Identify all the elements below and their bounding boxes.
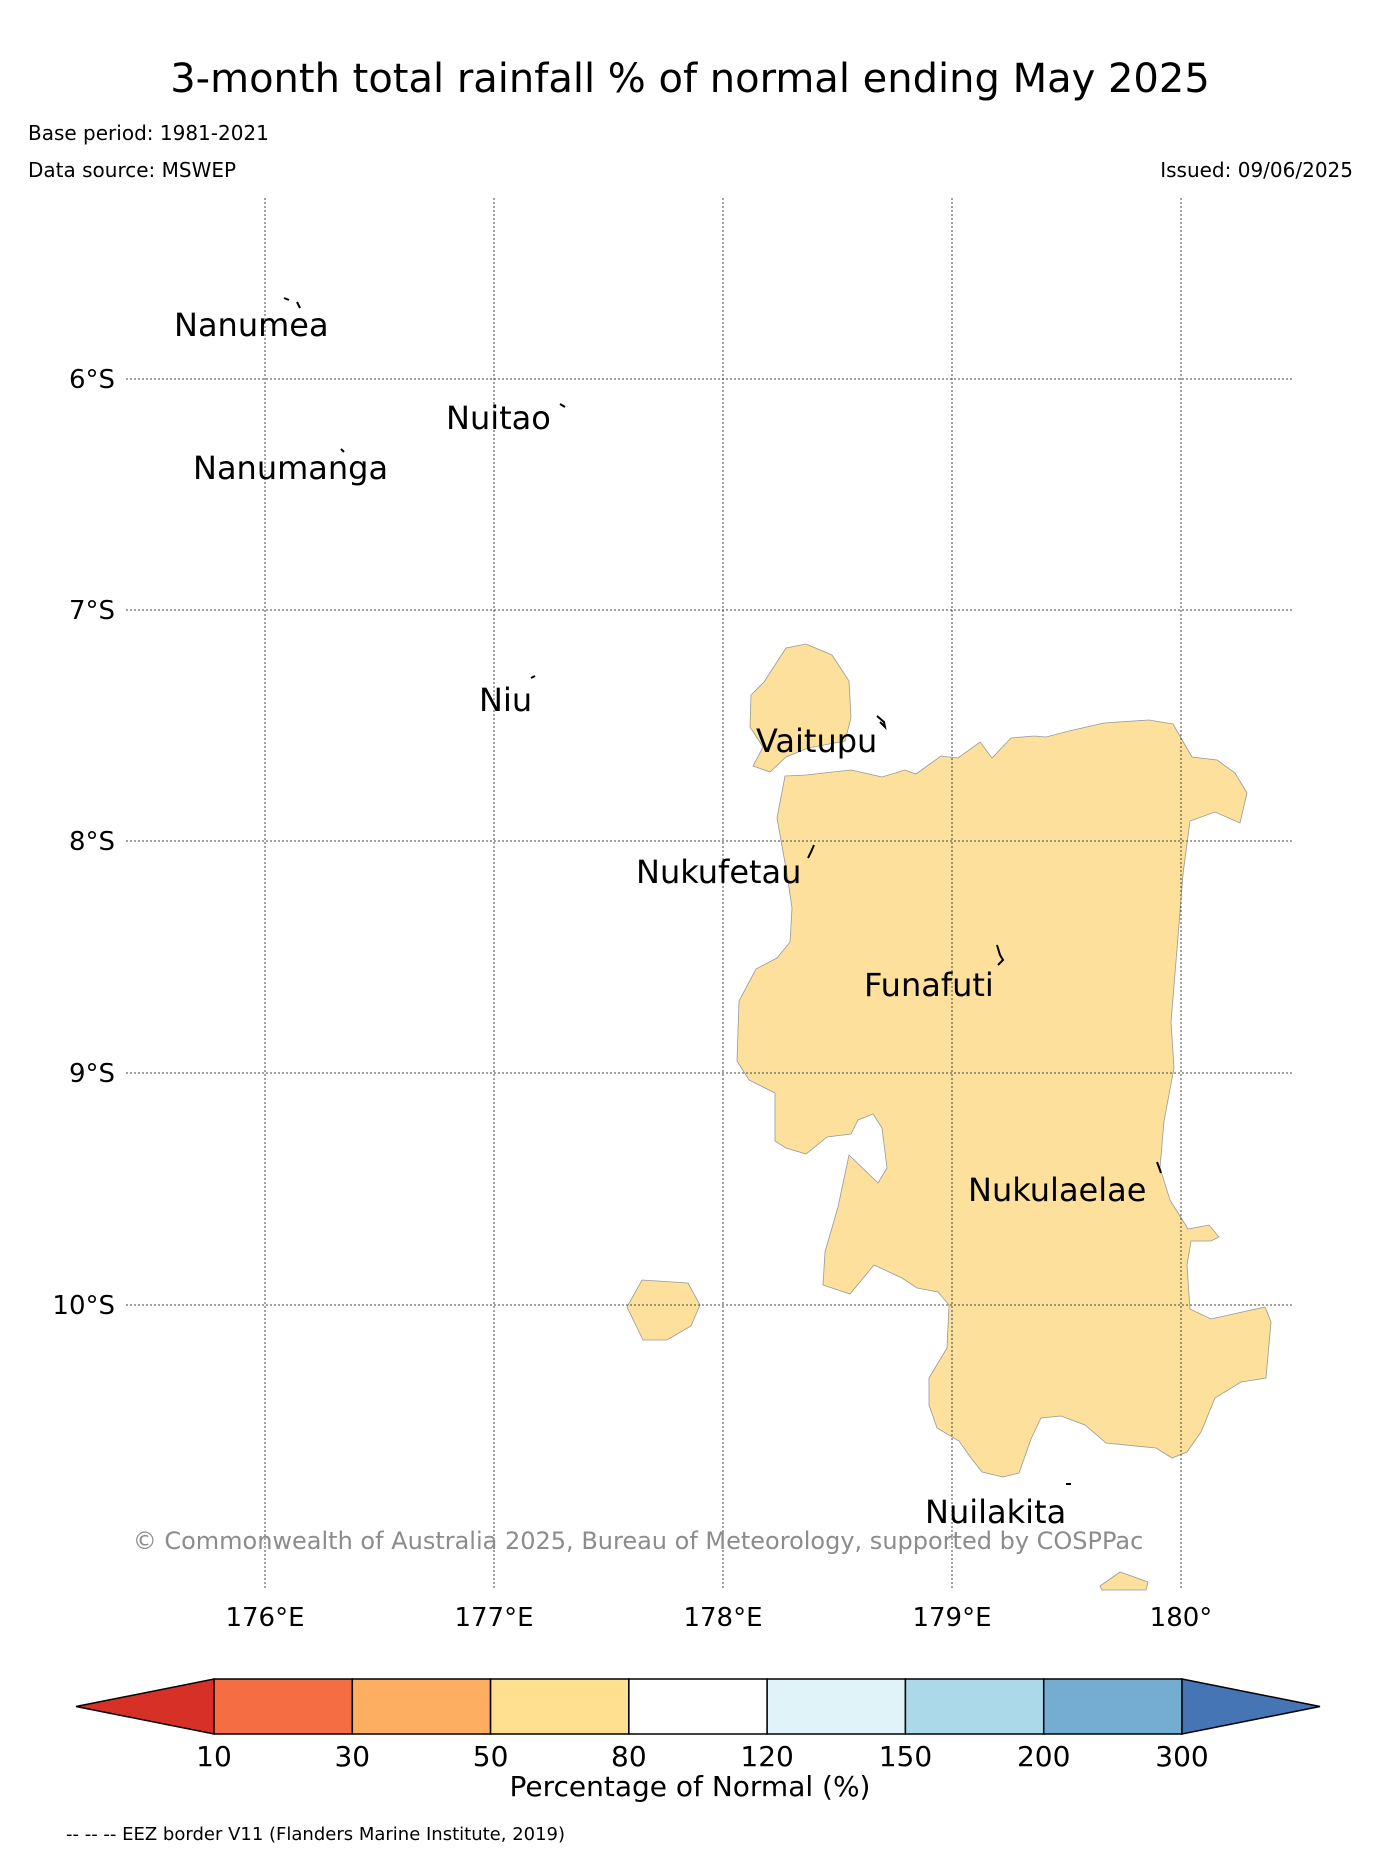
- label-funafuti: Funafuti: [864, 966, 994, 1004]
- island-shape-nukulaelae: [1156, 1161, 1162, 1174]
- label-nuilakita: Nuilakita: [925, 1493, 1066, 1531]
- label-nanumea: Nanumea: [174, 306, 329, 344]
- rainfall-shading: [626, 643, 1272, 1591]
- colorbar-tick-label: 150: [879, 1740, 932, 1773]
- issued-date: Issued: 09/06/2025: [1160, 158, 1353, 182]
- rainfall-region-southwest: [626, 1279, 701, 1341]
- island-shape-niu: [530, 675, 536, 679]
- lon-tick-177: 177°E: [454, 1603, 533, 1633]
- island-shape-nanumea: [283, 297, 301, 309]
- rainfall-region-southeast: [1099, 1571, 1149, 1591]
- colorbar-tick-label: 120: [740, 1740, 793, 1773]
- label-vaitupu: Vaitupu: [756, 722, 877, 760]
- eez-footnote: -- -- -- EEZ border V11 (Flanders Marine…: [66, 1824, 565, 1845]
- colorbar-tick-label: 80: [611, 1740, 647, 1773]
- lat-tick-9: 9°S: [69, 1059, 115, 1089]
- lon-tick-179: 179°E: [912, 1603, 991, 1633]
- lon-tick-180: 180°: [1150, 1603, 1213, 1633]
- colorbar-tick-label: 200: [1017, 1740, 1070, 1773]
- label-nanumanga: Nanumanga: [193, 449, 388, 487]
- colorbar-extend-low: [75, 1678, 215, 1735]
- island-shape-nuitao: [559, 403, 566, 408]
- lat-tick-8: 8°S: [69, 827, 115, 857]
- island-shape-vaitupu: [876, 715, 887, 731]
- lon-tick-176: 176°E: [225, 1603, 304, 1633]
- label-nukufetau: Nukufetau: [636, 853, 801, 891]
- colorbar: 10 30 50 80 120 150 200 300 Percentage of Norma…: [75, 1678, 1321, 1803]
- map-title: 3-month total rainfall % of normal endin…: [170, 56, 1210, 102]
- colorbar-extend-high: [1181, 1678, 1321, 1735]
- lon-tick-178: 178°E: [683, 1603, 762, 1633]
- colorbar-swatch: [351, 1678, 492, 1735]
- colorbar-swatch: [904, 1678, 1045, 1735]
- gridlines: [126, 198, 1294, 1590]
- longitude-tick-labels: 176°E 177°E 178°E 179°E 180°: [225, 1603, 1212, 1633]
- colorbar-tick-label: 30: [334, 1740, 370, 1773]
- colorbar-swatch: [766, 1678, 907, 1735]
- base-period: Base period: 1981-2021: [28, 121, 269, 145]
- colorbar-tick-label: 300: [1155, 1740, 1208, 1773]
- lat-tick-6: 6°S: [69, 365, 115, 395]
- colorbar-swatch: [489, 1678, 630, 1735]
- colorbar-swatch: [213, 1678, 354, 1735]
- colorbar-swatch: [628, 1678, 768, 1735]
- island-labels: Nanumea Nuitao Nanumanga Niu Vaitupu Nuk…: [174, 306, 1146, 1531]
- label-nuitao: Nuitao: [446, 399, 551, 437]
- colorbar-title: Percentage of Normal (%): [510, 1770, 871, 1803]
- colorbar-swatch: [1042, 1678, 1183, 1735]
- colorbar-labels: 10 30 50 80 120 150 200 300: [196, 1740, 1209, 1773]
- lat-tick-7: 7°S: [69, 596, 115, 626]
- data-source: Data source: MSWEP: [28, 158, 236, 182]
- colorbar-swatches: [75, 1678, 1321, 1735]
- rainfall-region-main: [736, 643, 1272, 1478]
- colorbar-tick-label: 50: [473, 1740, 509, 1773]
- label-niu: Niu: [479, 681, 532, 719]
- copyright-notice: © Commonwealth of Australia 2025, Bureau…: [133, 1527, 1144, 1555]
- label-nukulaelae: Nukulaelae: [968, 1171, 1146, 1209]
- colorbar-tick-label: 10: [196, 1740, 232, 1773]
- lat-tick-10: 10°S: [52, 1291, 115, 1321]
- island-shape-nukufetau: [807, 844, 815, 859]
- island-shape-funafuti: [996, 944, 1005, 966]
- island-shapes: [283, 297, 1162, 1485]
- island-shape-nanumanga: [340, 448, 345, 453]
- latitude-tick-labels: 6°S 7°S 8°S 9°S 10°S: [52, 365, 115, 1321]
